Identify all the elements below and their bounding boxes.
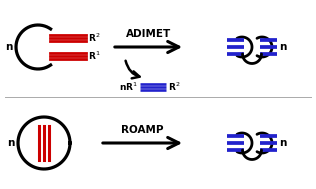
- Text: n: n: [8, 138, 15, 148]
- Text: ADIMET: ADIMET: [126, 29, 171, 39]
- Text: n: n: [279, 138, 286, 148]
- Text: n: n: [6, 42, 13, 52]
- Text: R$^2$: R$^2$: [88, 32, 100, 44]
- Text: R$^2$: R$^2$: [168, 81, 180, 93]
- Text: ROAMP: ROAMP: [121, 125, 164, 135]
- Text: R$^1$: R$^1$: [88, 50, 100, 62]
- Text: nR$^1$: nR$^1$: [119, 81, 138, 93]
- Text: n: n: [279, 42, 286, 52]
